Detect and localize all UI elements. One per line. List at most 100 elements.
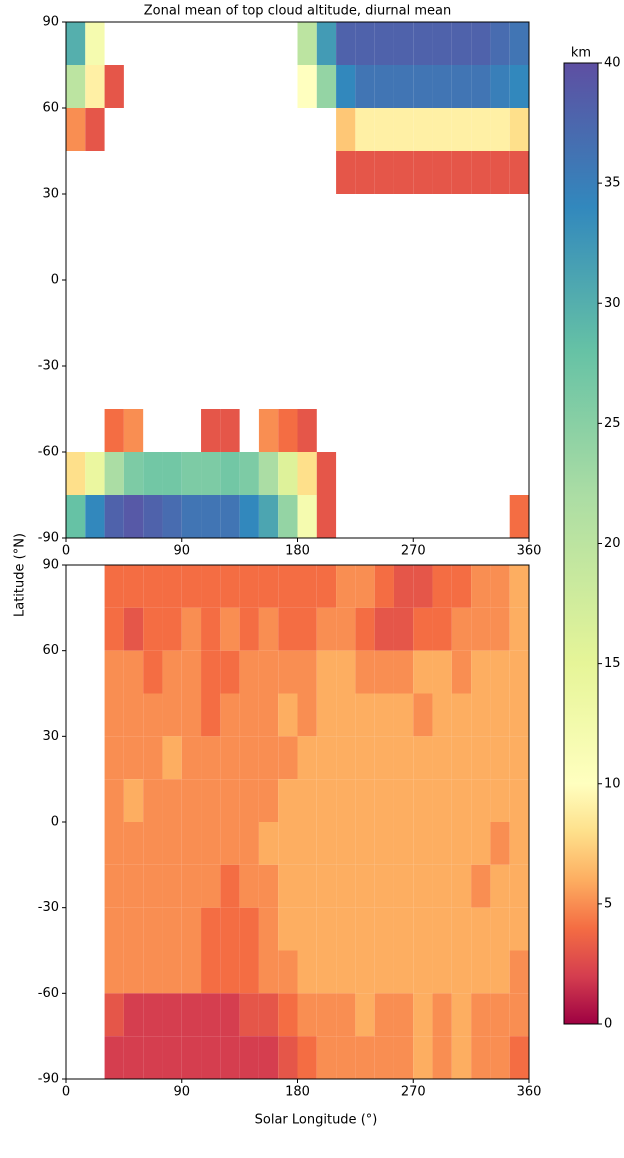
heatmap-cell	[201, 822, 221, 865]
heatmap-cell	[278, 650, 298, 694]
heatmap-cell	[509, 1036, 529, 1079]
heatmap-cell	[355, 1036, 375, 1079]
colorbar-tick-label: 5	[604, 896, 612, 911]
heatmap-cell	[258, 950, 279, 994]
heatmap-cell	[66, 452, 86, 495]
y-tick-label: 60	[42, 101, 59, 116]
heatmap-cell	[451, 151, 472, 194]
heatmap-cell	[66, 65, 86, 108]
heatmap-cell	[509, 108, 529, 151]
heatmap-cell	[143, 779, 163, 822]
heatmap-cell	[181, 650, 202, 694]
heatmap-cell	[162, 565, 182, 608]
heatmap-cell	[336, 151, 356, 194]
heatmap-cell	[471, 864, 491, 908]
y-tick-label: -30	[38, 900, 59, 915]
heatmap-cell	[258, 650, 279, 694]
heatmap-cell	[104, 779, 124, 822]
heatmap-cell	[201, 693, 221, 737]
heatmap-cell	[509, 779, 529, 822]
heatmap-cell	[432, 779, 452, 822]
heatmap-cell	[316, 22, 337, 65]
heatmap-cell	[239, 1036, 259, 1079]
heatmap-cell	[413, 1036, 433, 1079]
heatmap-cell	[201, 565, 221, 608]
heatmap-cell	[471, 950, 491, 994]
heatmap-cell	[201, 607, 221, 651]
y-tick-label: 0	[51, 273, 59, 288]
heatmap-cell	[278, 822, 298, 865]
heatmap-cell	[123, 607, 144, 651]
heatmap-cell	[432, 65, 452, 108]
heatmap-cell	[258, 993, 279, 1037]
heatmap-cell	[451, 779, 472, 822]
heatmap-cell	[278, 1036, 298, 1079]
heatmap-cell	[393, 693, 414, 737]
heatmap-cell	[490, 1036, 510, 1079]
heatmap-cell	[374, 993, 394, 1037]
x-tick-label: 360	[517, 1085, 542, 1100]
heatmap-cell	[509, 650, 529, 694]
heatmap-cell	[181, 736, 202, 780]
heatmap-cell	[297, 22, 317, 65]
heatmap-cell	[220, 736, 240, 780]
heatmap-cell	[336, 108, 356, 151]
heatmap-cell	[471, 22, 491, 65]
heatmap-cell	[181, 693, 202, 737]
heatmap-cell	[316, 495, 337, 538]
heatmap-cell	[239, 650, 259, 694]
heatmap-cell	[258, 565, 279, 608]
heatmap-cell	[297, 495, 317, 538]
y-tick-label: -90	[38, 1072, 59, 1087]
heatmap-cell	[85, 452, 105, 495]
heatmap-cell	[374, 151, 394, 194]
heatmap-cell	[297, 907, 317, 951]
heatmap-cell	[297, 993, 317, 1037]
heatmap-cell	[258, 779, 279, 822]
heatmap-cell	[509, 950, 529, 994]
heatmap-cell	[471, 779, 491, 822]
heatmap-cell	[143, 452, 163, 495]
heatmap-cell	[374, 693, 394, 737]
heatmap-cell	[316, 565, 337, 608]
heatmap-cell	[297, 864, 317, 908]
heatmap-cell	[509, 495, 529, 538]
heatmap-cell	[316, 693, 337, 737]
heatmap-cell	[316, 736, 337, 780]
heatmap-cell	[471, 822, 491, 865]
colorbar-tick-label: 30	[604, 296, 621, 311]
heatmap-cell	[451, 108, 472, 151]
heatmap-cell	[490, 650, 510, 694]
heatmap-cell	[413, 950, 433, 994]
y-tick-label: -60	[38, 986, 59, 1001]
heatmap-cell	[432, 650, 452, 694]
heatmap-cell	[316, 779, 337, 822]
heatmap-cell	[239, 907, 259, 951]
y-tick-label: 30	[42, 187, 59, 202]
heatmap-cell	[355, 736, 375, 780]
heatmap-cell	[451, 693, 472, 737]
heatmap-cell	[393, 607, 414, 651]
heatmap-cell	[471, 693, 491, 737]
heatmap-cell	[201, 736, 221, 780]
heatmap-cell	[355, 65, 375, 108]
heatmap-cell	[220, 950, 240, 994]
heatmap-cell	[451, 1036, 472, 1079]
heatmap-cell	[278, 864, 298, 908]
heatmap-cell	[509, 907, 529, 951]
heatmap-cell	[336, 950, 356, 994]
heatmap-cell	[297, 452, 317, 495]
heatmap-cell	[355, 565, 375, 608]
heatmap-cell	[201, 650, 221, 694]
x-tick-label: 90	[173, 544, 190, 559]
heatmap-cell	[123, 779, 144, 822]
heatmap-cell	[432, 1036, 452, 1079]
heatmap-cell	[278, 993, 298, 1037]
heatmap-cell	[393, 907, 414, 951]
heatmap-cell	[66, 22, 86, 65]
heatmap-cell	[413, 22, 433, 65]
heatmap-cell	[181, 1036, 202, 1079]
heatmap-cell	[143, 693, 163, 737]
heatmap-cell	[104, 607, 124, 651]
heatmap-cell	[451, 864, 472, 908]
